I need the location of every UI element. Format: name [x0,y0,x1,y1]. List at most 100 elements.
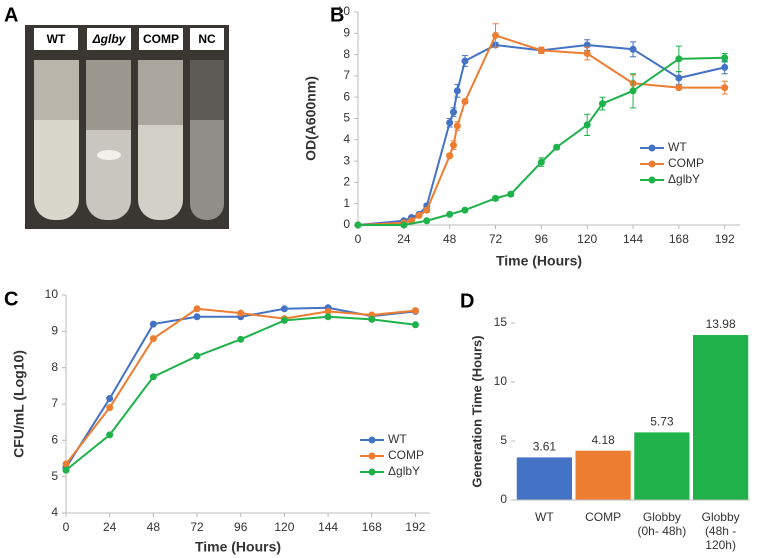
data-point [324,307,332,315]
bar [516,457,572,500]
y-tick-label: 10 [337,4,351,18]
x-tick-label: 96 [234,520,248,534]
data-point [106,431,114,439]
series-line [357,43,725,226]
y-tick-label: 4 [51,505,58,519]
data-point [106,395,114,403]
data-point [62,466,70,474]
legend-marker [368,452,376,460]
data-point [675,74,683,82]
x-tick-label: Globby (0h- 48h) [637,510,687,538]
value-label: 4.18 [591,433,615,447]
legend-marker [368,436,376,444]
data-point [629,45,637,53]
panel-letter: B [330,4,344,26]
x-tick-label: 120 [577,232,597,246]
value-label: 13.98 [706,317,736,331]
legend-marker [648,144,656,152]
data-point [675,55,683,63]
tube [86,60,131,130]
series-line [65,306,416,469]
data-point [400,221,408,229]
clump [97,150,121,160]
y-tick-label: 9 [51,324,58,338]
data-point [629,87,637,95]
x-tick-label: COMP [585,510,622,524]
data-point [423,206,431,214]
y-tick-label: 15 [494,315,508,329]
data-point [675,84,683,92]
data-point [537,46,545,54]
legend-marker [368,468,376,476]
photo [25,25,229,229]
y-axis-title: OD(A600nm) [303,76,319,161]
data-point [721,54,729,62]
data-point [149,320,157,328]
data-point [324,313,332,321]
panel-letter: C [4,288,18,310]
data-point [492,31,500,39]
legend-label: COMP [388,448,424,462]
data-point [280,316,288,324]
y-tick-label: 1 [343,196,350,210]
panel-letter: D [460,290,474,312]
data-point [411,307,419,315]
x-tick-label: Globby (48h - 120h) [701,510,740,552]
x-tick-label: 192 [405,520,425,534]
data-point [453,87,461,95]
tube-label: WT [47,32,66,46]
y-tick-label: 5 [343,111,350,125]
x-axis-title: Time (Hours) [496,253,582,269]
x-tick-label: 96 [535,232,549,246]
legend-label: ΔglbY [388,464,420,478]
label-box [139,28,183,50]
tube [190,60,224,120]
y-tick-label: 8 [343,47,350,61]
data-point [149,373,157,381]
legend-label: ΔglbY [668,172,700,186]
x-tick-label: 144 [318,520,338,534]
data-point [461,206,469,214]
x-tick-label: 48 [443,232,457,246]
x-tick-label: 24 [103,520,117,534]
y-tick-label: 5 [51,469,58,483]
data-point [149,335,157,343]
legend-label: WT [668,140,687,154]
value-label: 3.61 [533,440,557,454]
x-tick-label: 192 [715,232,735,246]
data-point [721,84,729,92]
y-tick-label: 2 [343,175,350,189]
value-label: 5.73 [650,415,674,429]
data-point [446,152,454,160]
data-point [106,404,114,412]
y-tick-label: 6 [51,433,58,447]
y-tick-label: 5 [500,433,507,447]
tube-label: NC [198,32,216,46]
data-point [583,121,591,129]
data-point [598,100,606,108]
y-tick-label: 6 [343,89,350,103]
y-tick-label: 10 [45,287,59,301]
tube-label: COMP [143,32,179,46]
data-point [62,460,70,468]
data-point [450,141,457,149]
label-box [34,28,78,50]
data-point [411,321,419,329]
data-point [461,97,469,105]
y-tick-label: 0 [343,217,350,231]
label-box [87,28,131,50]
data-point [492,194,500,202]
data-point [446,119,454,127]
y-tick-label: 3 [343,153,350,167]
bar [575,450,631,500]
y-axis-title: Generation Time (Hours) [469,335,484,487]
legend-label: COMP [668,156,704,170]
data-point [446,210,454,218]
x-tick-label: 0 [355,232,362,246]
series-line [358,56,725,226]
x-tick-label: 72 [190,520,204,534]
x-tick-label: 0 [63,520,70,534]
data-point [507,190,515,198]
data-point [553,143,561,151]
